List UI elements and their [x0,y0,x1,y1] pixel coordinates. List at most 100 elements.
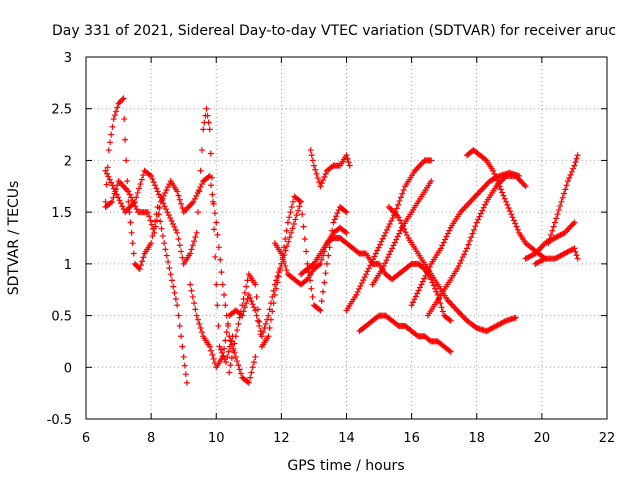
data-point [478,186,485,193]
data-point [399,190,406,197]
data-point [176,322,183,329]
data-point [123,186,130,193]
data-point [300,223,307,230]
data-point [446,227,453,234]
data-point [126,191,133,198]
data-point [232,333,239,340]
data-point [161,203,168,210]
series-track-n [424,172,529,319]
data-point [355,249,362,256]
data-point [309,157,316,164]
data-point [231,340,238,347]
data-point [361,274,368,281]
data-point [292,216,299,223]
data-point [482,156,489,163]
data-point [411,296,418,303]
data-point [137,181,144,188]
data-point [283,227,290,234]
data-point [320,177,327,184]
data-point [433,288,440,295]
data-point [440,239,447,246]
data-point [230,347,237,354]
data-point [166,264,173,271]
data-point [465,241,472,248]
data-point [222,337,229,344]
data-point [243,283,250,290]
data-point [570,220,577,227]
data-point [283,243,290,250]
data-point [105,147,112,154]
data-point [261,324,268,331]
data-point [183,206,190,213]
data-point [380,263,387,270]
data-point [322,170,329,177]
data-point [303,277,310,284]
data-point [165,212,172,219]
data-point [208,182,215,189]
data-point [195,316,202,323]
data-point [503,198,510,205]
data-point [564,178,571,185]
data-point [461,251,468,258]
data-point [161,240,168,247]
data-point [342,208,349,215]
data-point [280,244,287,251]
data-point [221,345,228,352]
data-point [252,281,259,288]
data-point [418,160,425,167]
data-point [160,192,167,199]
data-point [180,353,187,360]
data-point [496,183,503,190]
data-point [333,213,340,220]
x-tick-label: 14 [338,431,355,446]
data-point [172,226,179,233]
data-point [194,189,201,196]
data-point [174,188,181,195]
data-point [159,232,166,239]
data-point [125,198,132,205]
data-point [423,269,430,276]
data-point [477,188,484,195]
data-point [162,246,169,253]
data-point [477,210,484,217]
data-point [216,343,223,350]
data-point [446,347,453,354]
data-point [188,287,195,294]
data-point [119,203,126,210]
data-point [282,262,289,269]
data-point [345,159,352,166]
data-point [197,167,204,174]
data-point [539,243,546,250]
data-point [390,242,397,249]
data-point [227,337,234,344]
data-points [102,95,581,386]
data-point [103,181,110,188]
data-point [120,95,127,102]
data-point [368,259,375,266]
data-point [509,214,516,221]
data-point [393,236,400,243]
data-point [224,320,231,327]
data-point [316,261,323,268]
data-point [245,379,252,386]
data-point [147,217,154,224]
data-point [237,308,244,315]
data-point [140,172,147,179]
data-point [367,262,374,269]
data-point [114,104,121,111]
data-point [234,327,241,334]
data-point [109,123,116,130]
data-point [555,207,562,214]
data-point [559,194,566,201]
data-point [128,194,135,201]
data-point [501,195,508,202]
data-point [394,321,401,328]
y-tick-label: 0 [64,361,72,376]
data-point [370,256,377,263]
data-point [244,277,251,284]
data-point [153,217,160,224]
data-point [407,261,414,268]
data-point [553,215,560,222]
data-point [481,184,488,191]
data-point [387,248,394,255]
